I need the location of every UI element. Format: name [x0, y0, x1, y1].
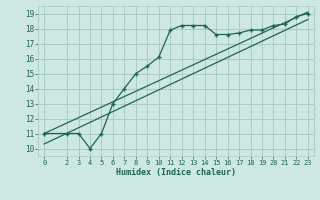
X-axis label: Humidex (Indice chaleur): Humidex (Indice chaleur) — [116, 168, 236, 177]
